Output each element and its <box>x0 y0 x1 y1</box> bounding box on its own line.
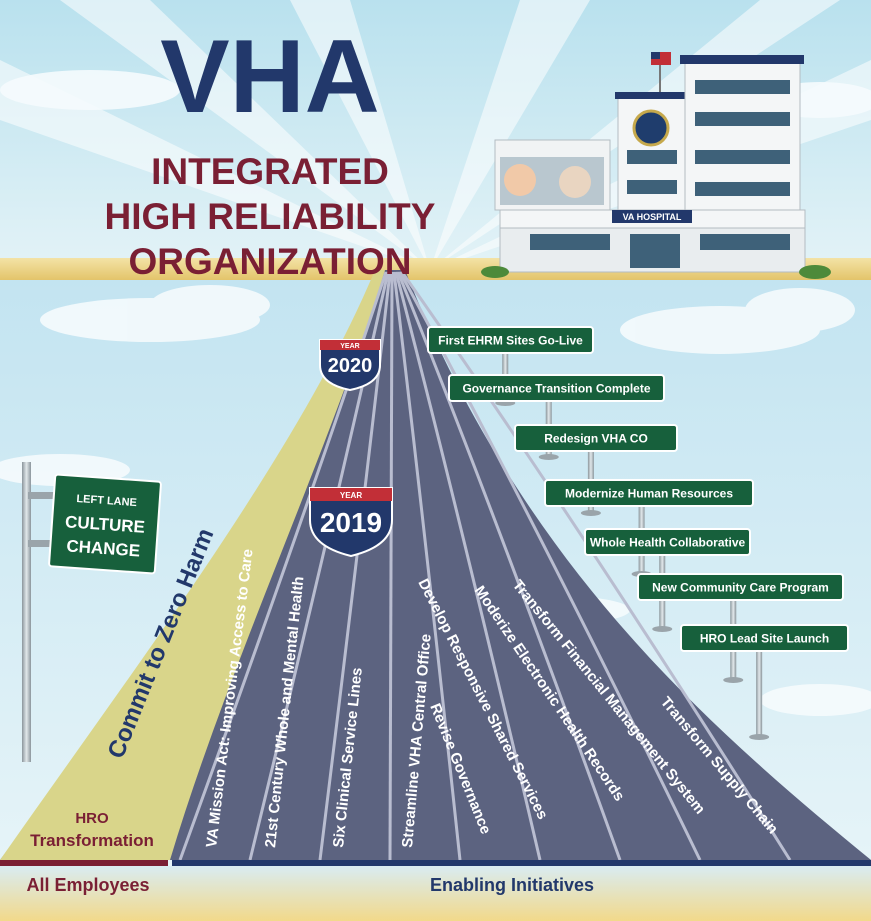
milestone-label: Governance Transition Complete <box>462 382 650 396</box>
sign-board <box>637 573 844 601</box>
sign-board <box>427 326 594 354</box>
shield-2020-label: YEAR <box>340 343 359 350</box>
milestone-label: Whole Health Collaborative <box>590 536 746 550</box>
shield-2020-year: 2020 <box>328 355 373 377</box>
hro-label-line-2: Transformation <box>30 831 154 850</box>
milestone-label: New Community Care Program <box>652 581 829 595</box>
culture-change-sign: LEFT LANE CULTURE CHANGE <box>22 462 162 762</box>
sign-board <box>680 624 849 652</box>
sign-base <box>538 454 559 460</box>
milestone-sign: Governance Transition Complete <box>448 374 665 460</box>
milestone-label: HRO Lead Site Launch <box>700 632 829 646</box>
title-vha: VHA <box>160 19 380 135</box>
sign-base <box>723 677 744 683</box>
sign-board <box>514 424 678 452</box>
lane-divider <box>392 271 462 861</box>
title-line-2: HIGH RELIABILITY <box>105 196 436 237</box>
year-2019-shield: YEAR 2019 <box>309 487 393 558</box>
title-line-3: ORGANIZATION <box>129 241 412 282</box>
footer-bar-left <box>0 860 168 866</box>
culture-sign-small: LEFT LANE <box>76 493 137 509</box>
hro-label-line-1: HRO <box>75 810 109 827</box>
sign-board <box>448 374 665 402</box>
sign-base <box>749 734 770 740</box>
year-2020-shield: YEAR 2020 <box>319 339 381 392</box>
milestone-signs: First EHRM Sites Go-Live Governance Trans… <box>427 326 849 740</box>
lane-divider <box>388 271 394 861</box>
left-lane-surface <box>0 270 385 860</box>
va-seal-icon <box>632 109 670 147</box>
lane-divider <box>394 271 542 861</box>
footer-all-employees: All Employees <box>26 875 149 895</box>
sign-pole <box>756 651 763 737</box>
sign-base <box>580 510 601 516</box>
footer-ground <box>0 866 871 921</box>
shield-2019-label: YEAR <box>340 491 362 500</box>
milestone-label: Modernize Human Resources <box>565 487 733 501</box>
milestone-sign: HRO Lead Site Launch <box>680 624 849 740</box>
footer-bar-right <box>172 860 871 866</box>
milestone-label: First EHRM Sites Go-Live <box>438 334 583 348</box>
patient-face-icon <box>504 164 536 196</box>
sign-board <box>544 479 754 507</box>
title-block: VHA INTEGRATED HIGH RELIABILITY ORGANIZA… <box>105 19 436 282</box>
title-line-1: INTEGRATED <box>151 151 389 192</box>
hospital-label: VA HOSPITAL <box>623 212 682 222</box>
sign-board <box>584 528 751 556</box>
shield-2019-year: 2019 <box>320 507 382 538</box>
footer-enabling-initiatives: Enabling Initiatives <box>430 875 594 895</box>
milestone-label: Redesign VHA CO <box>544 432 648 446</box>
hospital-building: VA HOSPITAL <box>481 52 831 279</box>
sign-base <box>652 626 673 632</box>
lane-divider <box>396 271 622 861</box>
patient-face-icon <box>559 166 591 198</box>
